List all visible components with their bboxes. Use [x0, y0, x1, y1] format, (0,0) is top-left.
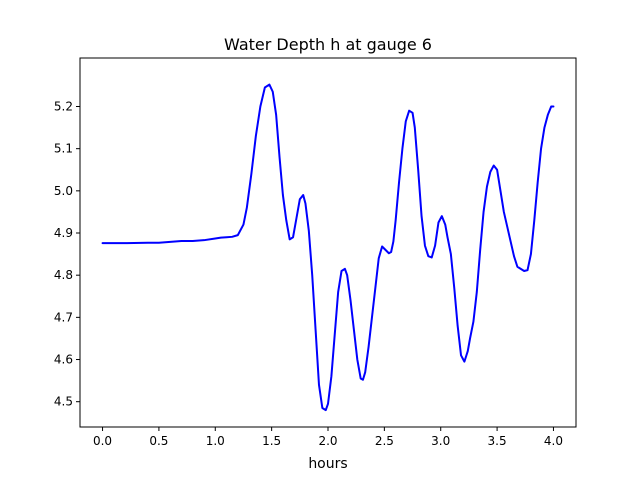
y-tick-label: 4.6 — [54, 353, 73, 367]
y-tick-label: 4.5 — [54, 395, 73, 409]
x-tick-label: 2.0 — [318, 434, 337, 448]
plot-area: 0.0 0.5 1.0 1.5 2.0 2.5 3.0 3.5 4.0 4.5 4.6 4.7 4.8 4… — [54, 57, 577, 448]
x-tick-label: 0.5 — [149, 434, 168, 448]
x-tick-label: 2.5 — [375, 434, 394, 448]
y-tick-label: 5.0 — [54, 184, 73, 198]
x-tick-label: 3.5 — [488, 434, 507, 448]
y-tick-label: 5.1 — [54, 142, 73, 156]
chart-title: Water Depth h at gauge 6 — [224, 35, 432, 54]
y-tick-label: 4.8 — [54, 268, 73, 282]
series-line-0 — [101, 83, 555, 412]
x-axis-label: hours — [308, 456, 347, 472]
x-tick-label: 1.0 — [206, 434, 225, 448]
x-tick-label: 0.0 — [93, 434, 112, 448]
x-tick-label: 1.5 — [262, 434, 281, 448]
x-tick-label: 3.0 — [431, 434, 450, 448]
x-tick-label: 4.0 — [544, 434, 563, 448]
y-tick-label: 4.7 — [54, 310, 73, 324]
y-tick-label: 5.2 — [54, 99, 73, 113]
y-tick-label: 4.9 — [54, 226, 73, 240]
